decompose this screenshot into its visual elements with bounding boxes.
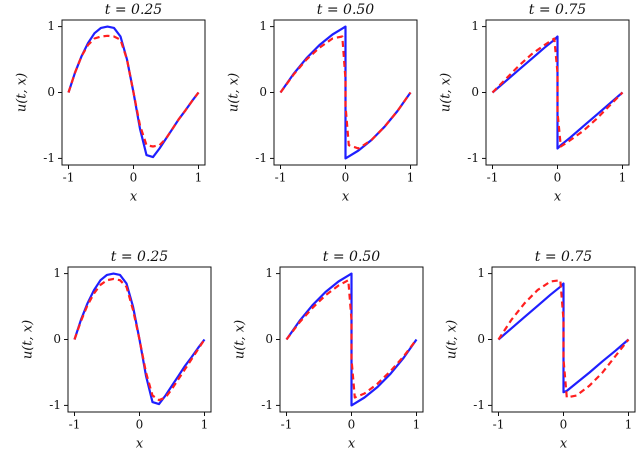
series-line [285,279,418,399]
subplot-title: t = 0.25 [105,2,163,18]
y-tick-label: 0 [471,85,479,99]
y-tick-label: 0 [477,332,485,346]
x-tick-label: 1 [407,171,415,185]
y-tick-label: 0 [47,85,55,99]
y-tick-label: 1 [47,19,55,33]
y-tick-label: 0 [259,85,267,99]
x-axis-label: x [554,190,562,205]
y-tick-label: -1 [255,151,267,165]
x-tick-label: -1 [69,418,81,432]
x-tick-label: 1 [195,171,203,185]
x-tick-label: -1 [275,171,287,185]
plot-frame [61,19,206,166]
x-axis-label: x [130,190,138,205]
plot-frame [67,266,212,413]
x-tick-label: -1 [63,171,75,185]
x-tick-label: 0 [348,418,356,432]
series-line [73,277,206,402]
y-tick-label: -1 [261,398,273,412]
subplot-title: t = 0.75 [535,249,593,265]
series-line [491,35,624,150]
y-tick-label: -1 [49,398,61,412]
y-axis-label: u(t, x) [15,73,30,112]
x-tick-label: 1 [413,418,421,432]
y-axis-label: u(t, x) [233,320,248,359]
x-tick-label: 1 [201,418,209,432]
x-axis-label: x [342,190,350,205]
x-tick-label: 1 [619,171,627,185]
y-tick-label: -1 [473,398,485,412]
y-axis-label: u(t, x) [227,73,242,112]
subplot-title: t = 0.50 [323,249,381,265]
x-tick-label: 0 [342,171,350,185]
plot-frame [273,19,418,166]
y-tick-label: 1 [471,19,479,33]
x-tick-label: -1 [487,171,499,185]
series-line [491,37,624,148]
series-line [67,34,200,148]
x-tick-label: 0 [136,418,144,432]
series-line [279,35,412,150]
y-axis-label: u(t, x) [439,73,454,112]
x-tick-label: -1 [281,418,293,432]
y-tick-label: -1 [43,151,55,165]
plot-frame [491,266,636,413]
x-tick-label: 0 [130,171,138,185]
subplot-title: t = 0.50 [317,2,375,18]
subplot-title: t = 0.75 [529,2,587,18]
y-tick-label: -1 [467,151,479,165]
series-line [497,282,630,394]
y-tick-label: 1 [477,266,485,280]
plot-frame [485,19,630,166]
y-axis-label: u(t, x) [445,320,460,359]
y-tick-label: 1 [53,266,61,280]
y-tick-label: 1 [259,19,267,33]
y-tick-label: 1 [265,266,273,280]
x-tick-label: 1 [625,418,633,432]
plot-frame [279,266,424,413]
y-tick-label: 0 [53,332,61,346]
x-axis-label: x [136,437,144,452]
y-tick-label: 0 [265,332,273,346]
x-axis-label: x [560,437,568,452]
x-tick-label: 0 [560,418,568,432]
subplot-title: t = 0.25 [111,249,169,265]
x-axis-label: x [348,437,356,452]
x-tick-label: 0 [554,171,562,185]
y-axis-label: u(t, x) [21,320,36,359]
x-tick-label: -1 [493,418,505,432]
